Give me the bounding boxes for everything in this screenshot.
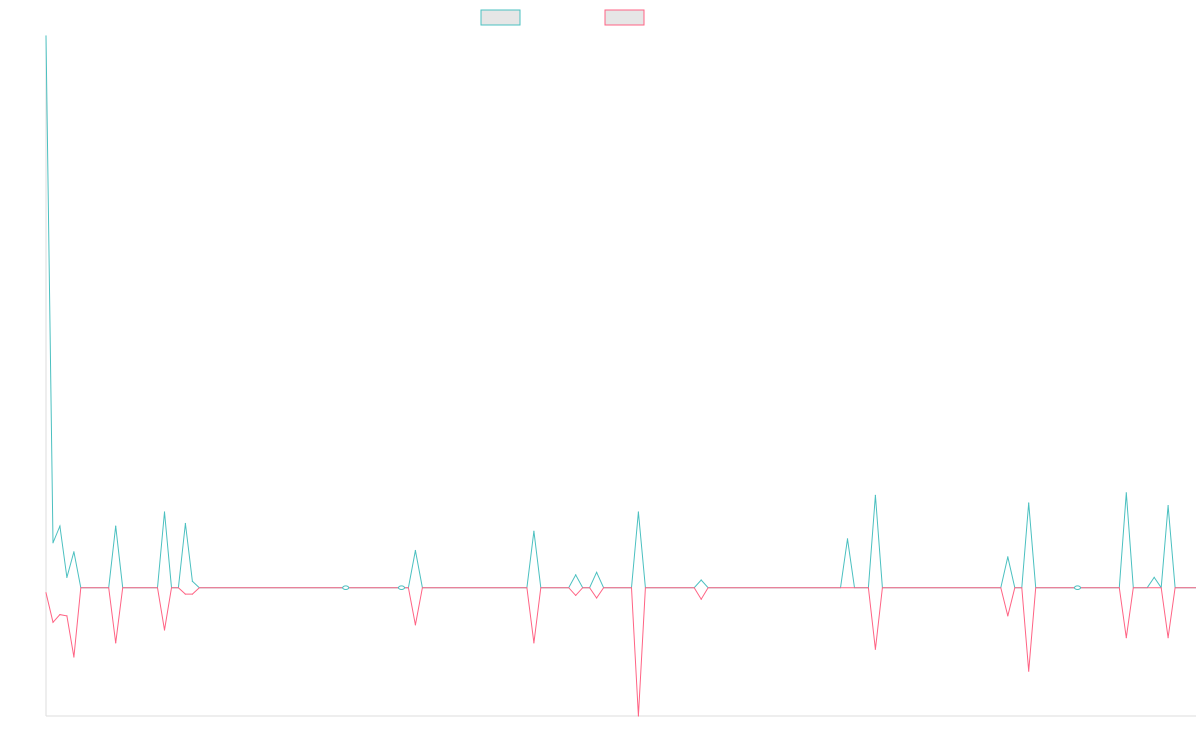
series-2-point <box>414 624 416 626</box>
series-1-point <box>66 576 68 579</box>
series-1-point <box>52 542 54 544</box>
series-1-point <box>596 571 598 573</box>
series-1-point <box>874 494 877 496</box>
baseline-marker <box>342 585 350 591</box>
series-2-point <box>163 629 166 631</box>
series-2-point <box>1125 637 1127 639</box>
series-1-point <box>1007 556 1009 558</box>
series-1-point <box>163 511 166 513</box>
series-1-point <box>73 551 75 553</box>
series-1-point <box>1125 492 1127 494</box>
series-1-point <box>115 525 117 527</box>
series-2-point <box>59 614 61 616</box>
series-layer <box>45 35 1196 717</box>
legend-swatch-series-1 <box>480 9 521 26</box>
series-2-point <box>52 621 54 623</box>
axes <box>45 36 1196 717</box>
series-2-point <box>1028 670 1030 672</box>
series-line-2 <box>45 587 1196 717</box>
series-2-point <box>637 715 640 717</box>
series-1-point <box>184 522 186 525</box>
series-1-point <box>575 574 577 576</box>
legend-swatch-series-2 <box>604 9 645 26</box>
series-1-point <box>45 35 47 37</box>
series-1-point <box>700 579 702 581</box>
baseline-marker <box>398 585 405 591</box>
series-2-point <box>191 593 193 595</box>
series-2-point <box>700 598 702 600</box>
series-2-point <box>115 642 117 644</box>
series-1-point <box>1167 505 1169 507</box>
series-2-point <box>73 656 75 658</box>
series-2-point <box>66 615 68 617</box>
series-line-1 <box>45 35 1196 590</box>
series-1-point <box>414 549 416 552</box>
series-2-point <box>533 642 535 644</box>
legend <box>480 9 645 26</box>
series-1-point <box>637 511 640 513</box>
series-2-point <box>1167 637 1169 639</box>
series-2-point <box>874 648 877 650</box>
series-2-point <box>45 592 47 594</box>
series-1-point <box>1028 502 1030 504</box>
series-1-point <box>59 525 61 527</box>
series-2-point <box>184 593 186 595</box>
series-1-point <box>191 580 193 582</box>
series-2-point <box>575 594 577 597</box>
series-1-point <box>533 530 535 532</box>
series-2-point <box>596 597 598 599</box>
series-1-point <box>846 538 849 540</box>
baseline-marker <box>1074 585 1081 591</box>
series-2-point <box>1007 615 1009 617</box>
series-1-point <box>1153 576 1155 579</box>
